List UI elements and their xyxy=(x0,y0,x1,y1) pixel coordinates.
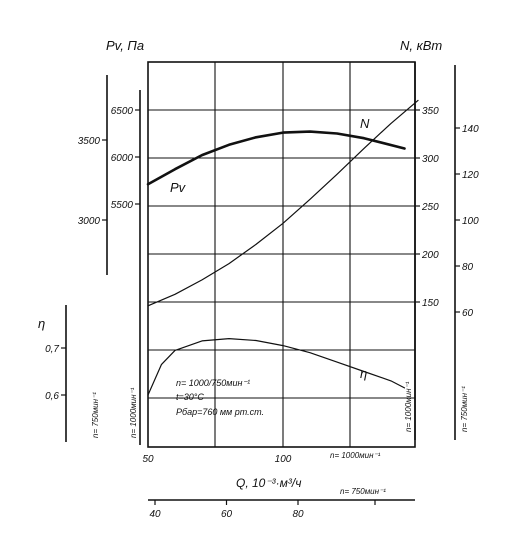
y-axis-eta-tick-label: 0,6 xyxy=(45,391,59,402)
y-axis-n-750-tick-label: 60 xyxy=(462,308,474,319)
y-axis-pv-1000-tick-label: 6500 xyxy=(111,106,134,117)
series-layer xyxy=(146,99,419,396)
y-axis-n-750-tick-label: 80 xyxy=(462,262,474,273)
series-line-n xyxy=(147,99,419,307)
y-axis-pv-1000-tick-label: 5500 xyxy=(111,200,134,211)
y-axis-pv-1000-tick-label: 6000 xyxy=(111,153,134,164)
x-axis-title: Q, 10⁻³·м³/ч xyxy=(236,476,301,490)
y-axis-eta-tick-label: 0,7 xyxy=(45,344,59,355)
x-axis-secondary-tick-label: 80 xyxy=(292,509,304,520)
y-axis-n-1000-tick-label: 200 xyxy=(421,250,439,261)
ticks-layer: 5500 6000 6500 3000 3500 0,6 0,7 150 200 250 300 35… xyxy=(45,106,479,520)
x-axis-secondary-tick-label: 60 xyxy=(221,509,233,520)
series-label-pv: Pv xyxy=(170,180,187,195)
annotation-temperature: t=30°C xyxy=(176,392,204,402)
rpm-note-pv-1000: n= 1000мин⁻¹ xyxy=(129,387,138,438)
grid-lines xyxy=(148,62,415,447)
y-axis-n-750-tick-label: 140 xyxy=(462,124,479,135)
y-axis-n-750-tick-label: 100 xyxy=(462,216,479,227)
series-label-eta: η xyxy=(360,366,367,381)
y-axis-eta-title: η xyxy=(38,316,45,331)
y-axis-n-1000-tick-label: 300 xyxy=(422,154,439,165)
rpm-note-n-750: n= 750мин⁻¹ xyxy=(460,386,469,432)
y-axis-pv-750-tick-label: 3000 xyxy=(78,216,101,227)
annotation-pressure: Рбар=760 мм рт.ст. xyxy=(176,407,264,417)
series-label-n: N xyxy=(360,116,370,131)
rpm-note-eta-750: n= 750мин⁻¹ xyxy=(91,392,100,438)
y-axis-n-title: N, кВт xyxy=(400,38,442,53)
rpm-note-x-750: n= 750мин⁻¹ xyxy=(340,487,386,496)
y-axis-n-750-tick-label: 120 xyxy=(462,170,479,181)
y-axis-n-1000-tick-label: 150 xyxy=(422,298,439,309)
series-line-pv xyxy=(146,130,406,186)
rpm-note-n-1000: n= 1000мин⁻¹ xyxy=(404,381,413,432)
y-axis-n-1000-tick-label: 250 xyxy=(421,202,439,213)
x-axis-tick-label: 50 xyxy=(142,454,154,465)
x-axis-tick-label: 100 xyxy=(275,454,292,465)
y-axis-pv-title: Pv, Па xyxy=(106,38,144,53)
series-line-eta xyxy=(147,338,406,396)
y-axis-pv-750-tick-label: 3500 xyxy=(78,136,101,147)
rpm-note-x-1000: n= 1000мин⁻¹ xyxy=(330,451,381,460)
annotation-rpm: n= 1000/750мин⁻¹ xyxy=(176,378,250,388)
y-axis-n-1000-tick-label: 350 xyxy=(422,106,439,117)
x-axis-secondary-tick-label: 40 xyxy=(149,509,161,520)
